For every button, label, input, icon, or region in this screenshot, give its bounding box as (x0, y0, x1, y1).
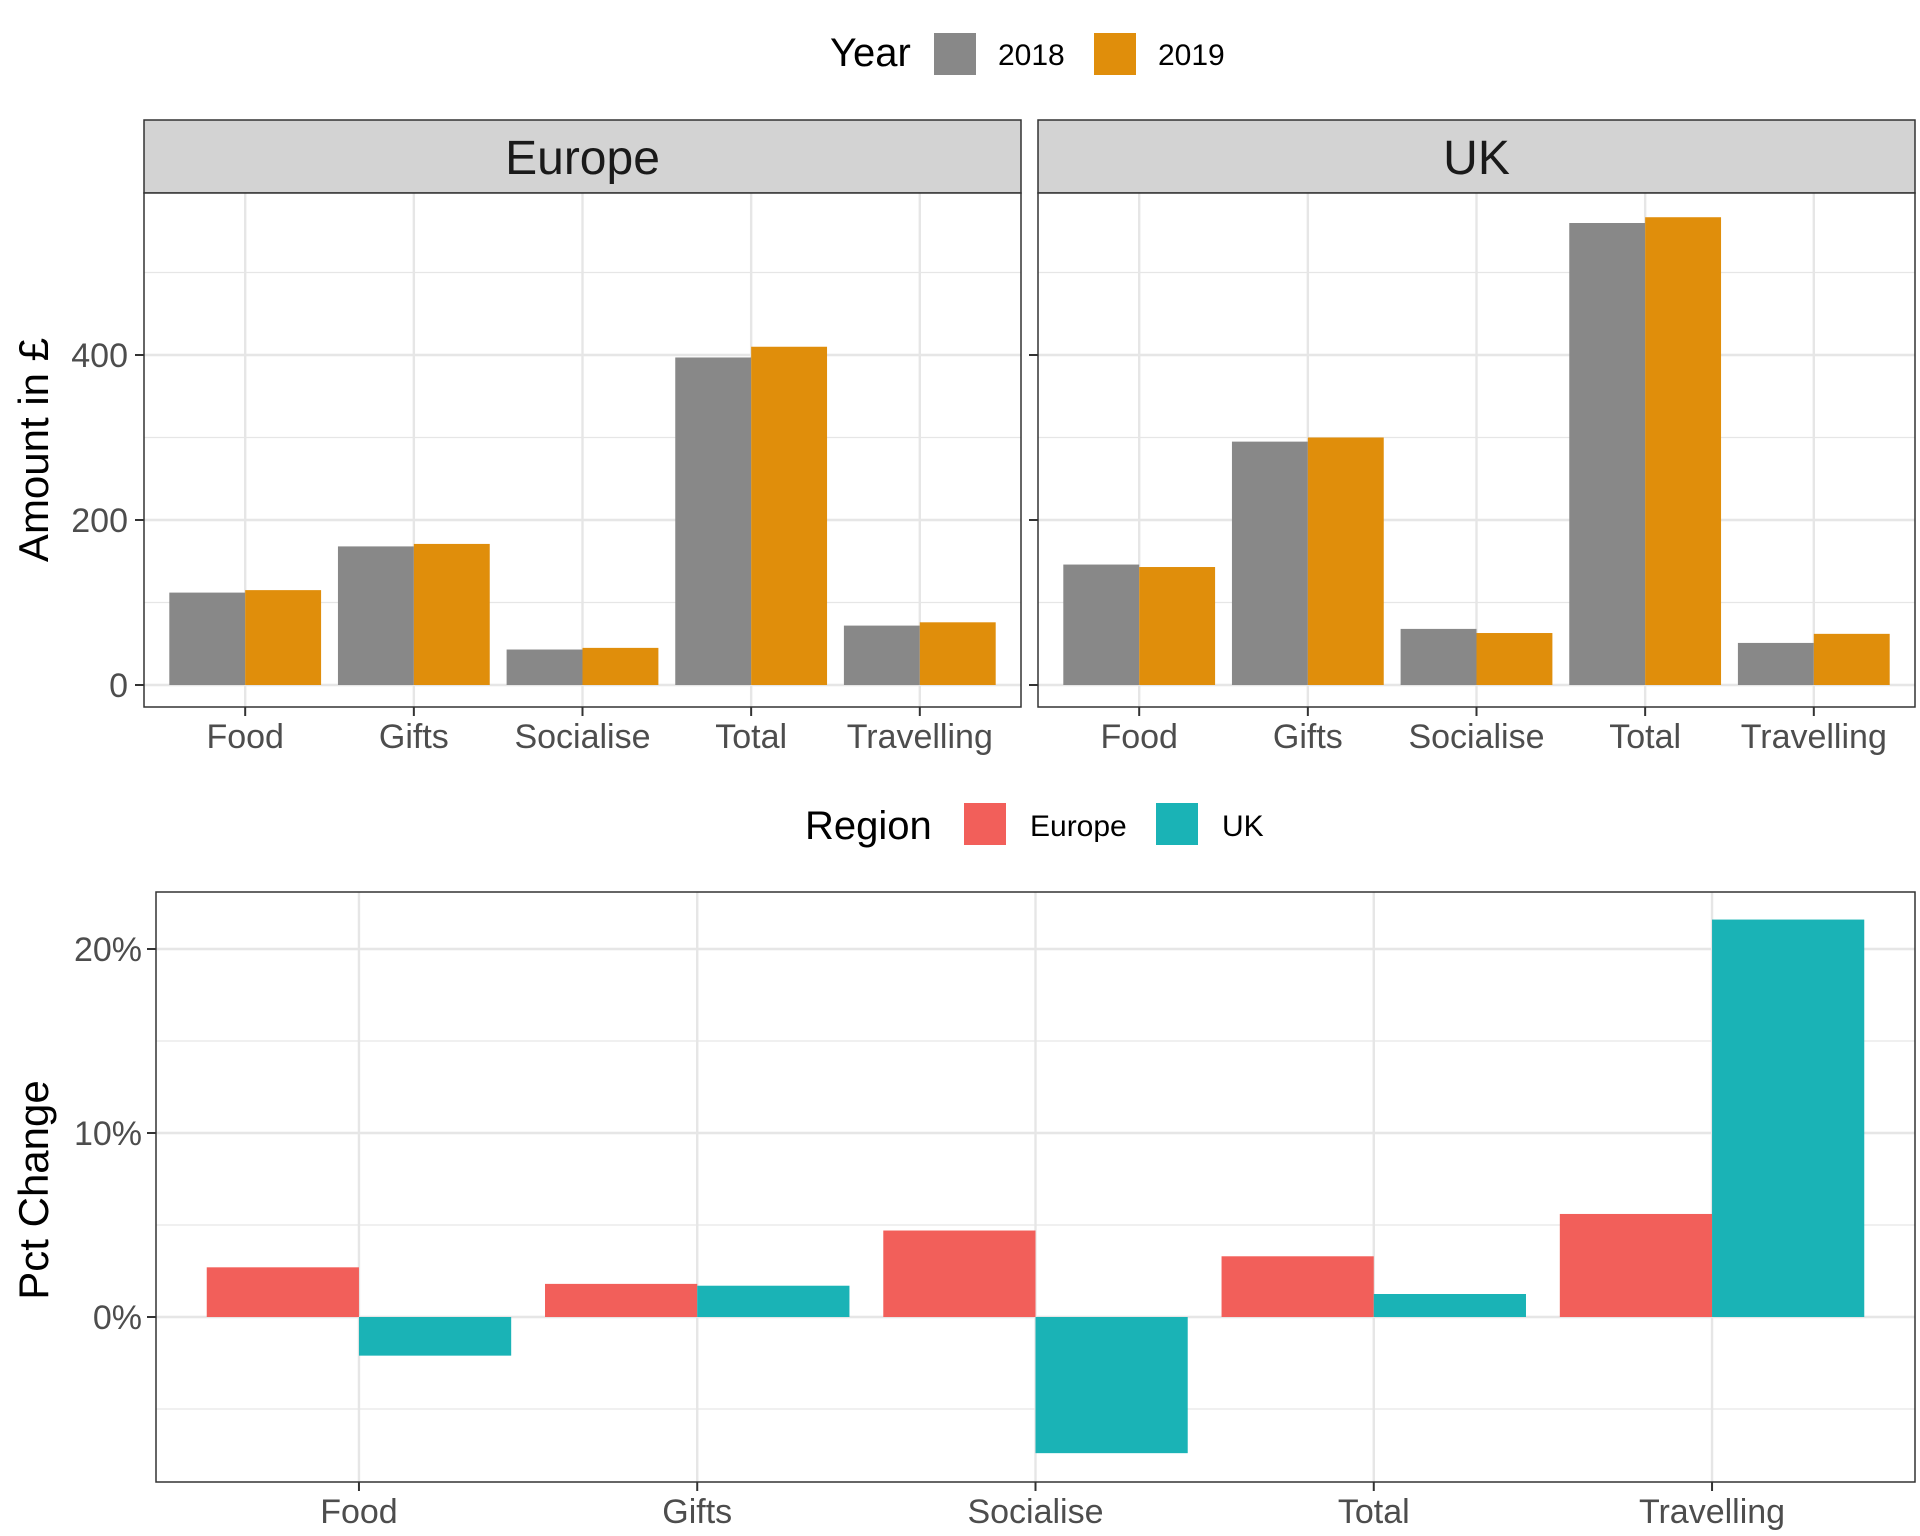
bar-uk-food-2018 (1063, 564, 1140, 685)
uk-x-ticks (1138, 707, 1815, 716)
legend-key-2019 (1094, 33, 1136, 75)
bar-europe-socialise-2018 (506, 649, 583, 685)
x-tick-label-socialise: Socialise (1408, 718, 1544, 756)
x-tick-label-food: Food (206, 718, 284, 756)
y-tick-label: 10% (74, 1115, 142, 1153)
y-tick-label: 400 (71, 337, 128, 375)
bar-europe-total-2018 (675, 357, 752, 685)
legend-key-uk (1156, 803, 1198, 845)
top-y-axis: 0 200 400 (71, 337, 1038, 705)
x-tick-label-total: Total (1609, 718, 1681, 756)
facet-title-uk: UK (1443, 132, 1510, 185)
bar-uk-travelling-2019 (1813, 633, 1890, 685)
pct-x-ticks (357, 1482, 1714, 1491)
bar-pct-travelling-uk (1712, 919, 1865, 1317)
x-tick-label-gifts: Gifts (379, 718, 449, 756)
x-tick-label-travelling: Travelling (1741, 718, 1887, 756)
x-tick-label-travelling: Travelling (1639, 1493, 1785, 1531)
bar-pct-total-uk (1373, 1294, 1526, 1317)
y-tick-label: 0 (109, 667, 128, 705)
bar-uk-travelling-2018 (1737, 642, 1814, 685)
europe-bars (169, 346, 996, 685)
legend-label-2019: 2019 (1158, 39, 1225, 72)
bar-pct-travelling-europe (1559, 1213, 1713, 1317)
legend-key-2018 (934, 33, 976, 75)
y-tick-label: 0% (93, 1299, 142, 1337)
legend-label-uk: UK (1222, 810, 1264, 843)
bar-europe-travelling-2018 (843, 625, 920, 685)
pct-x-tick-labels: Food Gifts Socialise Total Travelling (320, 1493, 1785, 1531)
x-tick-label-total: Total (715, 718, 787, 756)
region-legend-title: Region (805, 804, 932, 848)
bar-pct-socialise-europe (883, 1230, 1036, 1317)
bar-europe-gifts-2018 (337, 546, 414, 685)
facet-title-europe: Europe (505, 132, 660, 185)
bar-uk-gifts-2018 (1231, 441, 1308, 685)
bar-uk-gifts-2019 (1307, 437, 1384, 685)
bar-europe-travelling-2019 (919, 622, 996, 685)
x-tick-label-gifts: Gifts (662, 1493, 732, 1531)
x-tick-label-gifts: Gifts (1273, 718, 1343, 756)
x-tick-label-socialise: Socialise (967, 1493, 1103, 1531)
facet-europe: Europe Food Gifts Socialise Total Travelling (143, 119, 1022, 756)
uk-x-tick-labels: Food Gifts Socialise Total Travelling (1100, 718, 1886, 756)
pct-y-axis: 0% 10% 20% (74, 931, 156, 1337)
x-tick-label-total: Total (1338, 1493, 1410, 1531)
bar-pct-gifts-europe (545, 1283, 698, 1317)
pct-change-panel: Food Gifts Socialise Total Travelling 0% 10% 2… (74, 891, 1916, 1531)
x-tick-label-food: Food (1100, 718, 1178, 756)
legend-label-2018: 2018 (998, 39, 1065, 72)
x-tick-label-food: Food (320, 1493, 398, 1531)
bar-europe-gifts-2019 (413, 543, 490, 685)
facet-strip-europe (143, 119, 1022, 194)
europe-x-tick-labels: Food Gifts Socialise Total Travelling (206, 718, 992, 756)
bar-europe-food-2018 (169, 592, 246, 685)
legend-key-europe (964, 803, 1006, 845)
legend-label-europe: Europe (1030, 810, 1127, 843)
bar-europe-socialise-2019 (582, 647, 659, 685)
uk-bars (1063, 217, 1890, 685)
europe-x-ticks (244, 707, 921, 716)
facet-uk: UK Food Gifts Socialise Total Travelling (1037, 119, 1916, 756)
year-legend-title: Year (830, 31, 911, 75)
y-tick-label: 200 (71, 502, 128, 540)
bar-uk-total-2019 (1645, 217, 1722, 685)
year-legend: Year 2018 2019 (830, 31, 1225, 75)
bar-pct-socialise-uk (1035, 1317, 1188, 1454)
pct-y-axis-title: Pct Change (10, 1080, 57, 1299)
bar-pct-food-uk (358, 1317, 512, 1356)
bar-europe-food-2019 (245, 590, 322, 685)
bar-pct-food-europe (206, 1267, 359, 1317)
bar-uk-food-2019 (1139, 567, 1216, 685)
bar-uk-total-2018 (1569, 223, 1646, 685)
bar-pct-total-europe (1221, 1256, 1374, 1317)
x-tick-label-travelling: Travelling (847, 718, 993, 756)
pct-bars (206, 919, 1865, 1454)
region-legend: Region Europe UK (805, 803, 1264, 848)
bar-europe-total-2019 (751, 346, 828, 685)
top-y-axis-title: Amount in £ (10, 338, 57, 562)
bar-uk-socialise-2018 (1400, 628, 1477, 685)
x-tick-label-socialise: Socialise (514, 718, 650, 756)
y-tick-label: 20% (74, 931, 142, 969)
bar-uk-socialise-2019 (1476, 633, 1553, 685)
bar-pct-gifts-uk (697, 1285, 850, 1317)
